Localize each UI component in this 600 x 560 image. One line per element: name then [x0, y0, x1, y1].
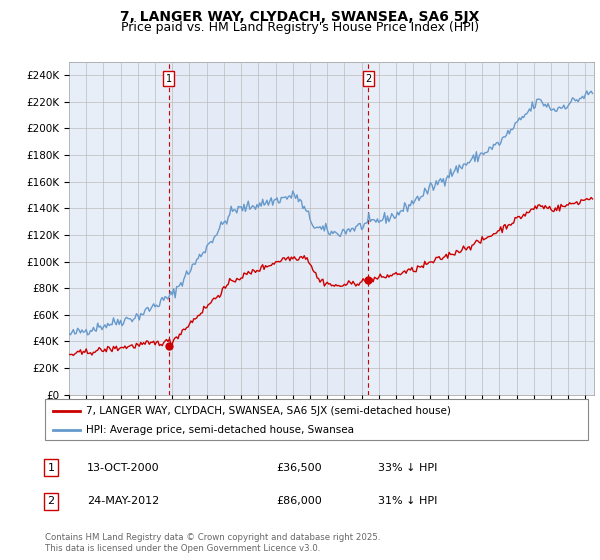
Text: Price paid vs. HM Land Registry's House Price Index (HPI): Price paid vs. HM Land Registry's House … [121, 21, 479, 34]
Text: 13-OCT-2000: 13-OCT-2000 [87, 463, 160, 473]
Text: Contains HM Land Registry data © Crown copyright and database right 2025.
This d: Contains HM Land Registry data © Crown c… [45, 533, 380, 553]
Text: £36,500: £36,500 [276, 463, 322, 473]
Bar [169, 62, 368, 395]
Text: 7, LANGER WAY, CLYDACH, SWANSEA, SA6 5JX (semi-detached house): 7, LANGER WAY, CLYDACH, SWANSEA, SA6 5JX… [86, 405, 451, 416]
Text: 1: 1 [166, 74, 172, 84]
Text: £86,000: £86,000 [276, 496, 322, 506]
FancyBboxPatch shape [45, 399, 588, 440]
Text: 31% ↓ HPI: 31% ↓ HPI [378, 496, 437, 506]
Text: 2: 2 [47, 496, 55, 506]
Text: 7, LANGER WAY, CLYDACH, SWANSEA, SA6 5JX: 7, LANGER WAY, CLYDACH, SWANSEA, SA6 5JX [121, 10, 479, 24]
Text: 33% ↓ HPI: 33% ↓ HPI [378, 463, 437, 473]
Text: 1: 1 [47, 463, 55, 473]
Text: 2: 2 [365, 74, 371, 84]
Text: 24-MAY-2012: 24-MAY-2012 [87, 496, 159, 506]
Text: HPI: Average price, semi-detached house, Swansea: HPI: Average price, semi-detached house,… [86, 424, 354, 435]
